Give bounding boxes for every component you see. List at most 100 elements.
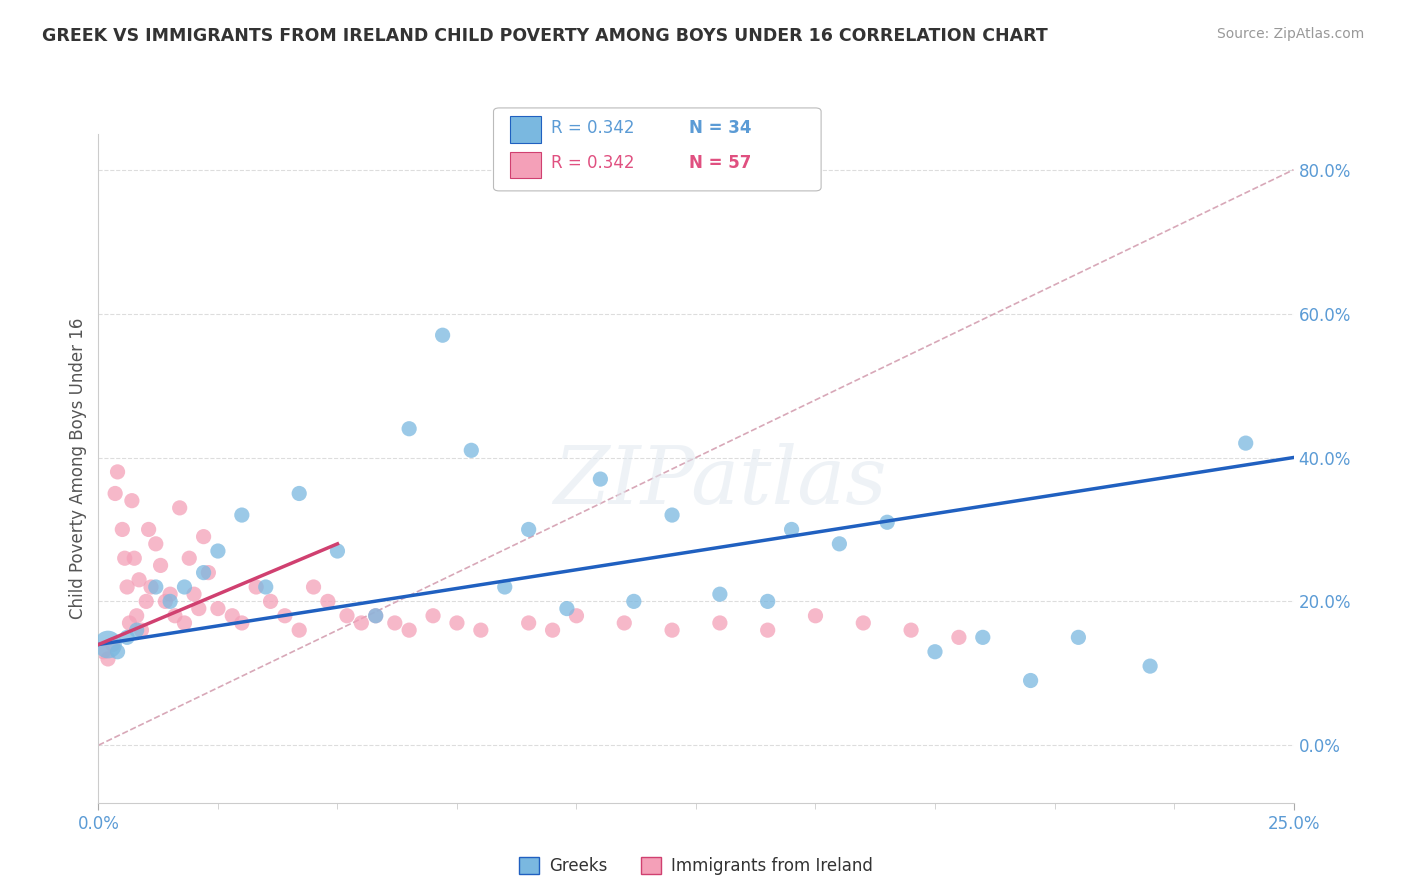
Point (131, 623, 153, 637)
Point (422, 608, 444, 623)
Y-axis label: Child Poverty Among Boys Under 16: Child Poverty Among Boys Under 16 (69, 318, 87, 619)
Point (326, 544, 349, 558)
Point (623, 594, 645, 608)
Point (661, 623, 683, 637)
Point (101, 638, 124, 652)
Point (135, 594, 157, 608)
Point (350, 615, 373, 630)
Text: ZIPatlas: ZIPatlas (553, 443, 887, 520)
Point (288, 623, 311, 637)
Point (107, 465, 129, 479)
Point (111, 523, 134, 537)
Point (288, 486, 311, 500)
Point (316, 594, 339, 608)
Point (259, 594, 281, 608)
Point (139, 580, 162, 594)
Point (709, 615, 731, 630)
Point (398, 623, 420, 637)
Point (302, 580, 325, 594)
Text: N = 57: N = 57 (689, 154, 751, 172)
Point (128, 573, 150, 587)
Point (179, 551, 201, 566)
Point (121, 493, 143, 508)
Point (589, 472, 612, 486)
Point (183, 587, 205, 601)
Point (446, 615, 468, 630)
Point (125, 608, 148, 623)
Point (197, 566, 219, 580)
Legend: Greeks, Immigrants from Ireland: Greeks, Immigrants from Ireland (513, 850, 879, 881)
Point (364, 608, 387, 623)
Point (155, 594, 177, 608)
Point (517, 523, 540, 537)
Point (780, 523, 803, 537)
Point (756, 594, 779, 608)
Point (900, 623, 922, 637)
Point (274, 608, 297, 623)
Point (193, 530, 215, 544)
Point (398, 422, 420, 436)
Point (555, 601, 578, 615)
Point (97, 652, 120, 666)
Point (972, 631, 994, 645)
Point (115, 631, 138, 645)
Point (231, 508, 253, 522)
Point (364, 608, 387, 623)
Point (149, 558, 172, 573)
Point (876, 515, 898, 529)
Point (163, 608, 186, 623)
Point (193, 566, 215, 580)
Point (118, 615, 141, 630)
Point (114, 551, 136, 566)
Text: R = 0.342: R = 0.342 (551, 154, 634, 172)
Point (169, 500, 191, 515)
Text: Source: ZipAtlas.com: Source: ZipAtlas.com (1216, 27, 1364, 41)
Point (107, 645, 129, 659)
Point (124, 551, 146, 566)
Point (804, 608, 827, 623)
Point (460, 443, 482, 458)
Point (173, 580, 195, 594)
Text: N = 34: N = 34 (689, 119, 751, 136)
Point (1067, 631, 1090, 645)
Text: R = 0.342: R = 0.342 (551, 119, 634, 136)
Point (1139, 659, 1161, 673)
Text: GREEK VS IMMIGRANTS FROM IRELAND CHILD POVERTY AMONG BOYS UNDER 16 CORRELATION C: GREEK VS IMMIGRANTS FROM IRELAND CHILD P… (42, 27, 1047, 45)
Point (145, 537, 167, 551)
Point (245, 580, 267, 594)
Point (432, 328, 454, 343)
Point (494, 580, 516, 594)
Point (207, 544, 229, 558)
Point (1019, 673, 1042, 688)
Point (756, 623, 779, 637)
Point (336, 608, 359, 623)
Point (159, 587, 181, 601)
Point (145, 580, 167, 594)
Point (828, 537, 851, 551)
Point (565, 608, 588, 623)
Point (709, 587, 731, 601)
Point (125, 623, 148, 637)
Point (97, 638, 120, 652)
Point (115, 580, 138, 594)
Point (104, 486, 127, 500)
Point (517, 615, 540, 630)
Point (254, 580, 277, 594)
Point (948, 631, 970, 645)
Point (159, 594, 181, 608)
Point (221, 608, 243, 623)
Point (173, 615, 195, 630)
Point (852, 615, 875, 630)
Point (91, 645, 114, 659)
Point (207, 601, 229, 615)
Point (384, 615, 406, 630)
Point (138, 523, 160, 537)
Point (470, 623, 492, 637)
Point (541, 623, 564, 637)
Point (187, 601, 209, 615)
Point (924, 645, 946, 659)
Point (613, 615, 636, 630)
Point (1234, 436, 1257, 450)
Point (661, 508, 683, 522)
Point (231, 615, 253, 630)
